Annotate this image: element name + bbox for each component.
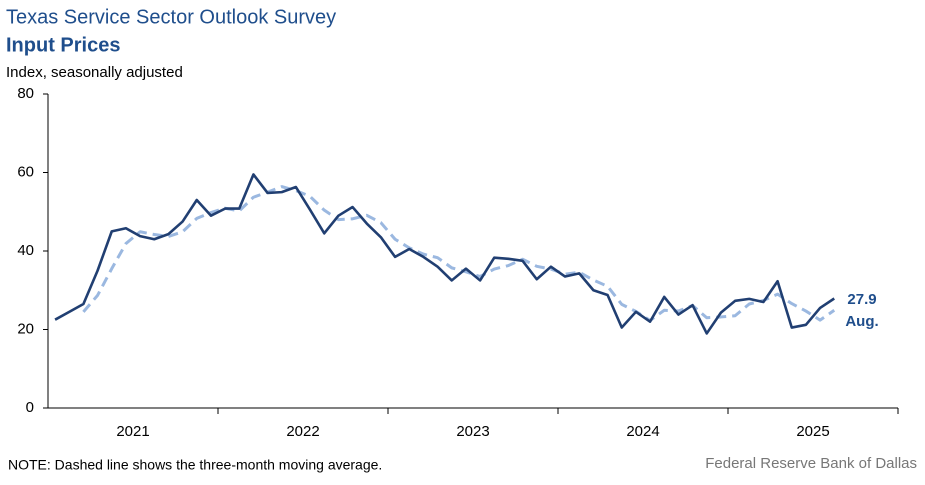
end-value-label: 27.9	[847, 291, 876, 308]
x-tick-label: 2023	[456, 423, 489, 440]
y-tick-label: 0	[26, 399, 34, 416]
chart-subtitle: Input Prices	[6, 34, 120, 56]
x-tick-label: 2021	[116, 423, 149, 440]
series-line	[82, 185, 836, 322]
end-month-label: Aug.	[845, 313, 878, 330]
y-tick-label: 60	[17, 163, 34, 180]
y-tick-label: 80	[17, 85, 34, 102]
y-tick-label: 20	[17, 320, 34, 337]
y-axis-label: Index, seasonally adjusted	[6, 64, 183, 81]
note: NOTE: Dashed line shows the three-month …	[8, 457, 382, 473]
x-tick-label: 2025	[796, 423, 829, 440]
y-tick-label: 40	[17, 242, 34, 259]
series-line	[54, 173, 835, 335]
source: Federal Reserve Bank of Dallas	[705, 455, 917, 472]
chart-title: Texas Service Sector Outlook Survey	[6, 6, 336, 28]
x-tick-label: 2022	[286, 423, 319, 440]
x-tick-label: 2024	[626, 423, 659, 440]
